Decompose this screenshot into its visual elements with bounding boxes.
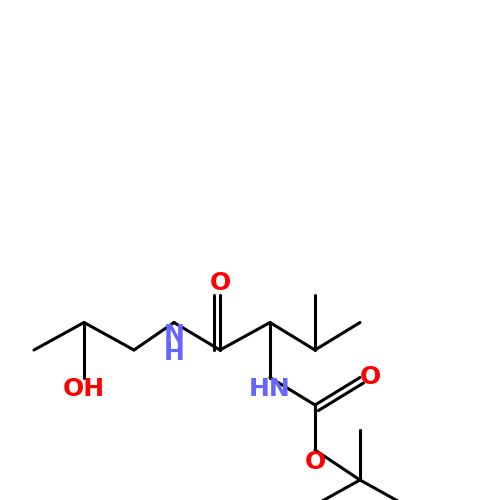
- Text: N: N: [164, 322, 184, 346]
- Text: H: H: [164, 342, 184, 365]
- Text: O: O: [304, 450, 326, 474]
- Text: O: O: [210, 271, 231, 295]
- Text: OH: OH: [63, 378, 105, 402]
- Text: O: O: [360, 366, 382, 390]
- Text: HN: HN: [249, 378, 291, 402]
